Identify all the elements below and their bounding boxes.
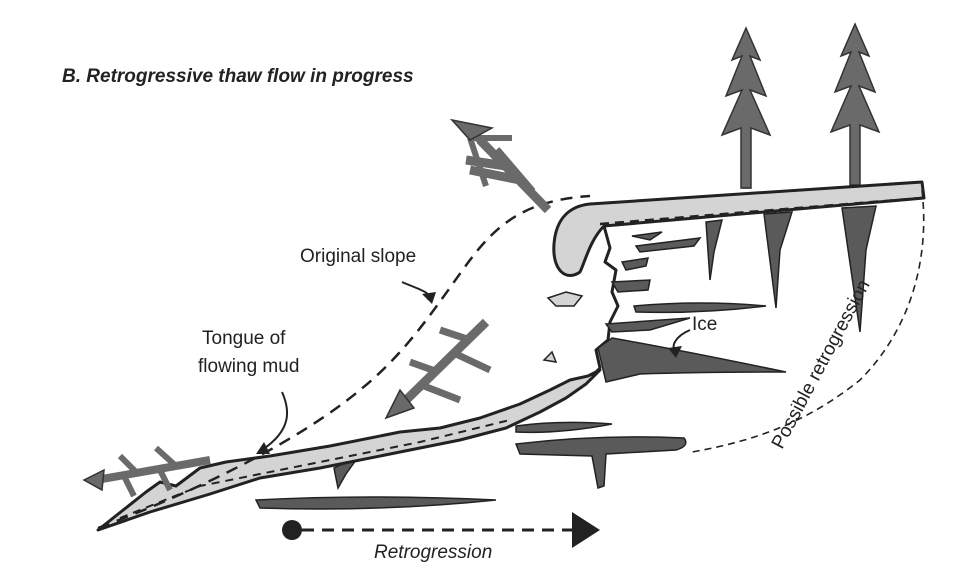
possible-retrogression-line xyxy=(691,189,925,453)
ice-wedges xyxy=(631,205,877,333)
diagram-title: B. Retrogressive thaw flow in progress xyxy=(62,66,414,87)
ice-lenses xyxy=(254,237,787,510)
label-original-slope: Original slope xyxy=(300,246,416,267)
leader-arrowheads xyxy=(256,292,682,454)
label-tongue-line1: Tongue of xyxy=(202,328,286,349)
headscarp xyxy=(586,225,620,382)
flow-arrow-toe-icon xyxy=(82,445,211,498)
label-retrogression: Retrogression xyxy=(374,542,492,563)
tree-right-icon xyxy=(829,22,881,186)
label-ice: Ice xyxy=(692,314,717,335)
flow-arrow-middle-icon xyxy=(384,318,492,420)
tree-left-icon xyxy=(720,26,772,189)
label-tongue-line2: flowing mud xyxy=(198,356,299,377)
label-possible-retrogression: Possible retrogression xyxy=(768,277,875,453)
debris-blocks xyxy=(542,291,584,363)
retrogression-arrow-icon xyxy=(282,512,600,548)
original-slope-line xyxy=(97,194,591,530)
flow-arrow-top-icon xyxy=(449,118,552,214)
active-layer xyxy=(552,180,926,277)
